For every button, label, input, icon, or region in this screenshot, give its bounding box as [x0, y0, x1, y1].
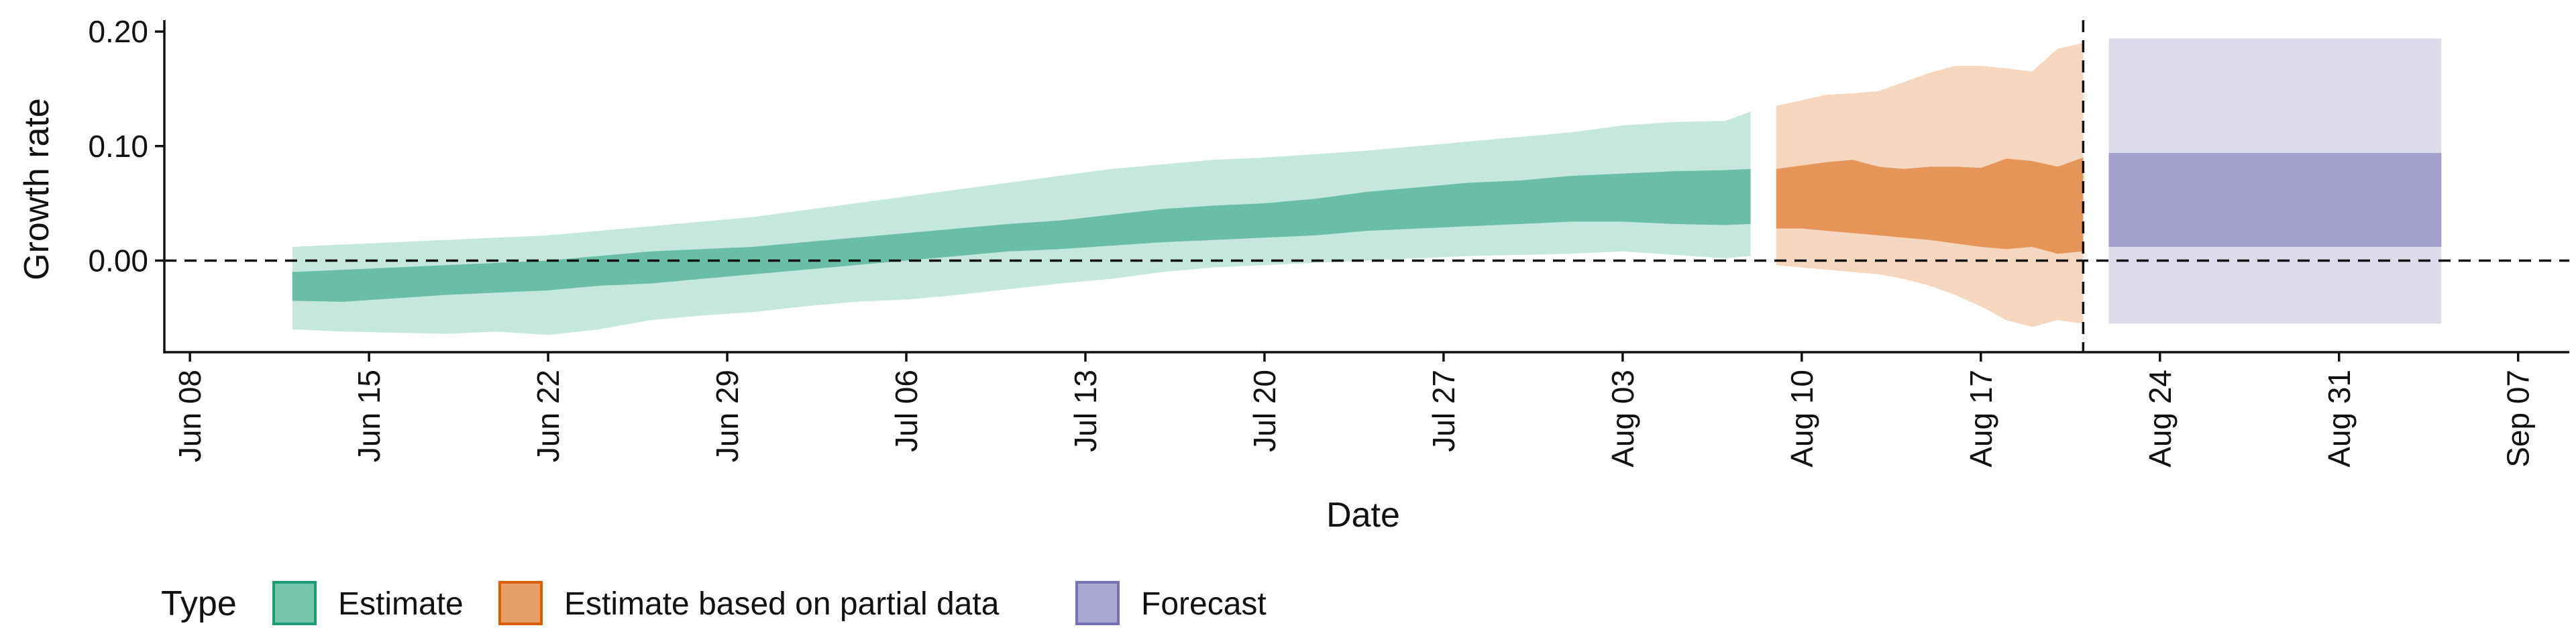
x-axis-title: Date [1326, 496, 1400, 535]
x-tick-label: Aug 10 [1784, 370, 1819, 468]
x-tick-label: Aug 24 [2143, 370, 2178, 468]
x-axis-ticks: Jun 08 Jun 15 Jun 22 Jun 29 Jul 06 Jul 13 Jul … [172, 352, 2536, 468]
x-tick-label: Jul 13 [1068, 370, 1103, 452]
estimate-inner-band [292, 168, 1751, 302]
estimate-based-on-partial-data-inner-band [1776, 157, 2084, 254]
legend-label-estimate: Estimate [338, 586, 464, 622]
x-tick-label: Aug 03 [1605, 370, 1640, 468]
legend-swatch-estimate-based-on-partial-data [498, 581, 543, 625]
legend-title: Type [161, 584, 237, 623]
legend: Type Estimate Estimate based on partial d… [161, 581, 1267, 625]
x-tick-label: Aug 31 [2322, 370, 2357, 468]
x-tick-label: Jul 27 [1426, 370, 1461, 452]
legend-label-forecast: Forecast [1141, 586, 1267, 622]
x-tick-label: Aug 17 [1964, 370, 1998, 468]
x-tick-label: Jun 08 [172, 370, 207, 462]
y-tick-label: 0.20 [88, 14, 148, 49]
legend-swatch-forecast [1075, 581, 1120, 625]
x-tick-label: Jul 20 [1247, 370, 1282, 452]
y-tick-label: 0.00 [88, 243, 148, 278]
legend-swatch-estimate [272, 581, 317, 625]
legend-label-estimate-based-on-partial-data: Estimate based on partial data [564, 586, 1000, 622]
x-tick-label: Jun 29 [710, 370, 745, 462]
y-axis-ticks: 0.00 0.10 0.20 [88, 14, 164, 278]
x-tick-label: Jun 15 [352, 370, 386, 462]
chart-bands [292, 38, 2442, 335]
x-tick-label: Jun 22 [531, 370, 566, 462]
x-tick-label: Jul 06 [889, 370, 924, 452]
y-tick-label: 0.10 [88, 129, 148, 164]
legend-items: Estimate Estimate based on partial data Fo… [272, 581, 1267, 625]
forecast-inner-band [2108, 153, 2442, 247]
x-tick-label: Sep 07 [2501, 370, 2536, 468]
y-axis-title: Growth rate [17, 98, 56, 280]
